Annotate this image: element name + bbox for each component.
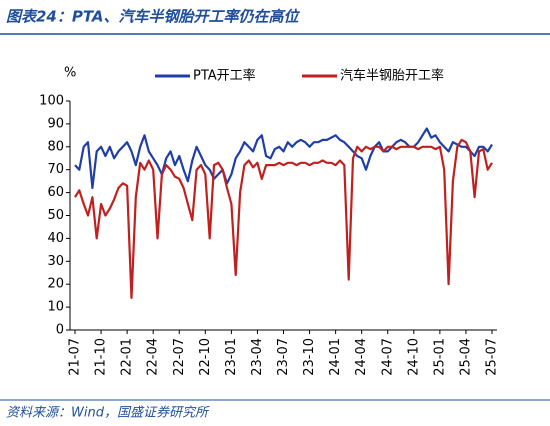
x-tick-label: 25-01	[432, 338, 447, 376]
x-tick-label: 23-10	[302, 338, 317, 376]
x-tick-label: 24-01	[328, 338, 343, 376]
x-tick-label: 21-10	[94, 338, 109, 376]
x-tick-label: 23-01	[224, 338, 239, 376]
y-tick-label: 70	[47, 162, 64, 177]
x-tick-label: 24-04	[354, 338, 369, 376]
x-tick-label: 22-01	[120, 338, 135, 376]
x-tick-label: 22-07	[172, 338, 187, 376]
series-line	[74, 127, 493, 190]
x-tick-label: 22-10	[198, 338, 213, 376]
x-tick-label: 21-07	[68, 338, 83, 376]
chart-title: 图表24：PTA、汽车半钢胎开工率仍在高位	[6, 8, 301, 26]
series-line	[74, 138, 493, 299]
y-tick-label: 80	[47, 139, 64, 154]
x-tick-label: 24-07	[380, 338, 395, 376]
y-tick-label: 10	[47, 300, 64, 315]
x-tick-label: 24-10	[406, 338, 421, 376]
y-tick-label: 90	[47, 116, 64, 131]
y-tick-label: 60	[47, 185, 64, 200]
legend-label: 汽车半钢胎开工率	[340, 68, 444, 84]
y-tick-label: 0	[56, 323, 64, 338]
x-tick-label: 25-04	[458, 338, 473, 376]
y-unit: %	[64, 66, 76, 81]
y-tick-label: 20	[47, 277, 64, 292]
x-tick-label: 23-07	[276, 338, 291, 376]
x-tick-label: 22-04	[146, 338, 161, 376]
y-tick-label: 50	[47, 208, 64, 223]
y-tick-label: 100	[39, 94, 64, 109]
y-tick-label: 30	[47, 254, 64, 269]
source: 资料来源：Wind，国盛证券研究所	[6, 405, 210, 421]
y-tick-label: 40	[47, 231, 64, 246]
x-tick-label: 23-04	[250, 338, 265, 376]
x-tick-label: 25-07	[485, 338, 500, 376]
legend-label: PTA开工率	[193, 68, 256, 84]
